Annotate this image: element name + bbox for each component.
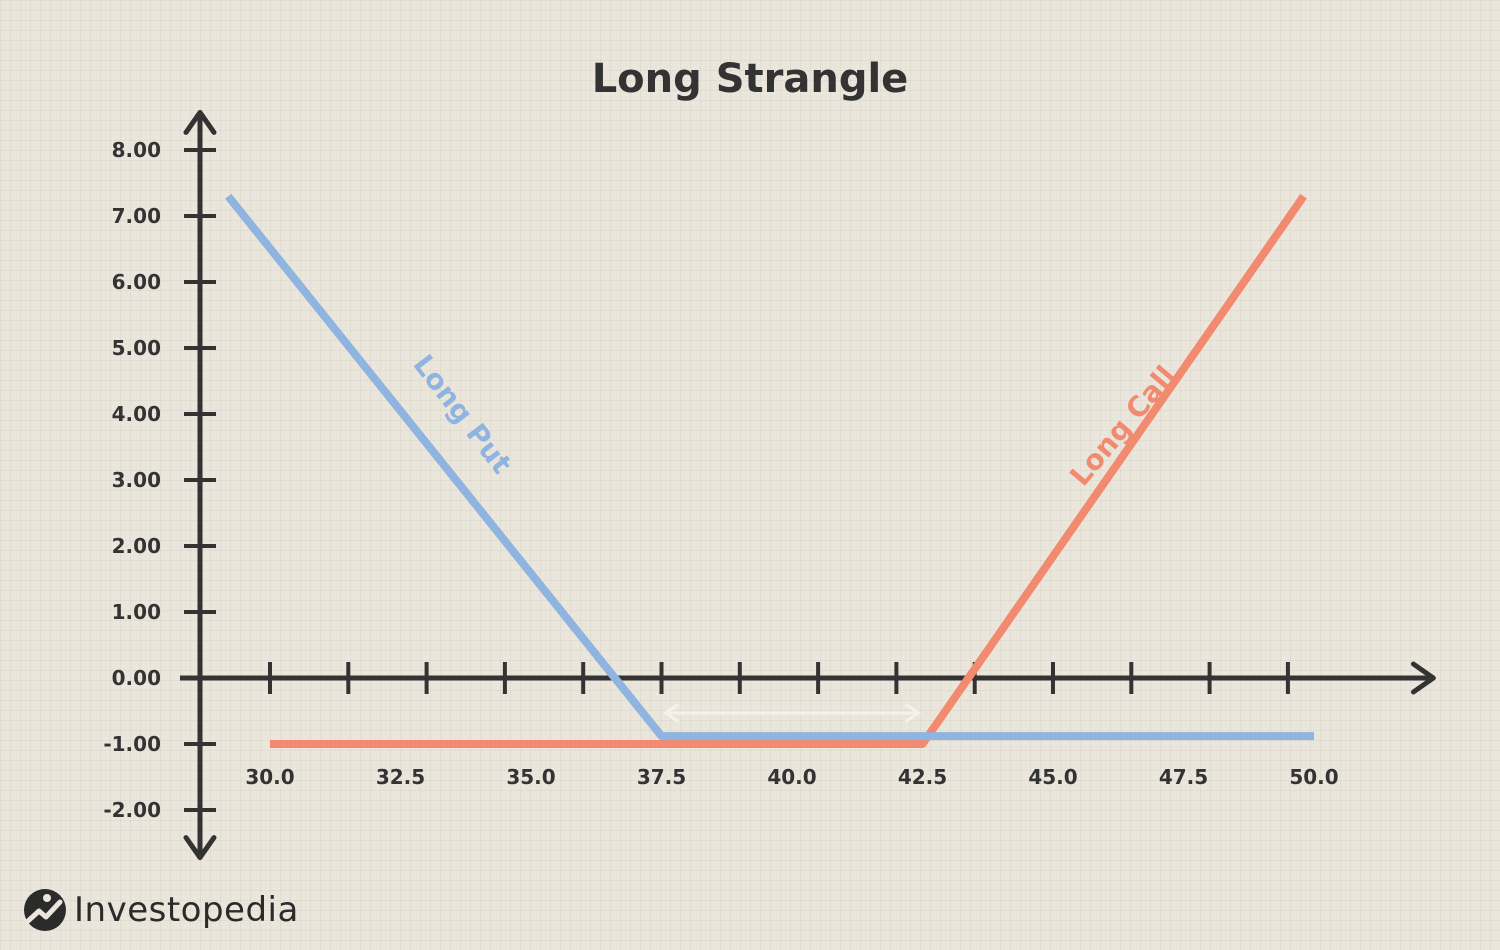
y-tick-label: 2.00 — [112, 534, 161, 558]
y-tick-label: 7.00 — [112, 204, 161, 228]
x-tick-label: 50.0 — [1289, 765, 1338, 789]
x-tick-label: 40.0 — [767, 765, 816, 789]
y-tick-label: 4.00 — [112, 402, 161, 426]
x-tick-label: 32.5 — [376, 765, 425, 789]
investopedia-logo-icon — [24, 889, 66, 931]
ticks: 8.00 7.00 6.00 5.00 4.00 3.00 2.00 1.00 0.00 -1.0… — [103, 138, 1338, 822]
series-label-long-call: Long Call — [1063, 360, 1182, 493]
y-axis-arrow-down — [183, 835, 217, 861]
y-tick-label: -2.00 — [103, 798, 161, 822]
x-tick-label: 37.5 — [637, 765, 686, 789]
axes — [180, 109, 1436, 861]
investopedia-logo: Investopedia — [22, 884, 299, 936]
series-label-long-put: Long Put — [407, 348, 519, 480]
range-arrow-left-head — [662, 703, 679, 723]
annotations-layer — [662, 703, 922, 723]
x-tick-label: 47.5 — [1159, 765, 1208, 789]
range-arrow-right-head — [905, 703, 922, 723]
y-tick-label: 3.00 — [112, 468, 161, 492]
y-tick-label: 5.00 — [112, 336, 161, 360]
y-axis-arrow-up — [183, 109, 217, 135]
y-tick-label: 6.00 — [112, 270, 161, 294]
investopedia-logo-text: Investopedia — [74, 890, 299, 930]
chart-title: Long Strangle — [592, 56, 909, 102]
x-tick-label: 45.0 — [1028, 765, 1077, 789]
x-tick-label: 42.5 — [898, 765, 947, 789]
y-tick-label: 0.00 — [112, 666, 161, 690]
x-tick-label: 35.0 — [506, 765, 555, 789]
y-tick-label: 8.00 — [112, 138, 161, 162]
y-tick-label: -1.00 — [103, 732, 161, 756]
series-line-long-put — [225, 193, 1314, 741]
y-tick-label: 1.00 — [112, 600, 161, 624]
series-line-long-call — [270, 193, 1307, 748]
x-tick-label: 30.0 — [245, 765, 294, 789]
x-axis-arrow-right — [1410, 661, 1436, 695]
series-layer: Long Put Long Call — [225, 193, 1314, 748]
